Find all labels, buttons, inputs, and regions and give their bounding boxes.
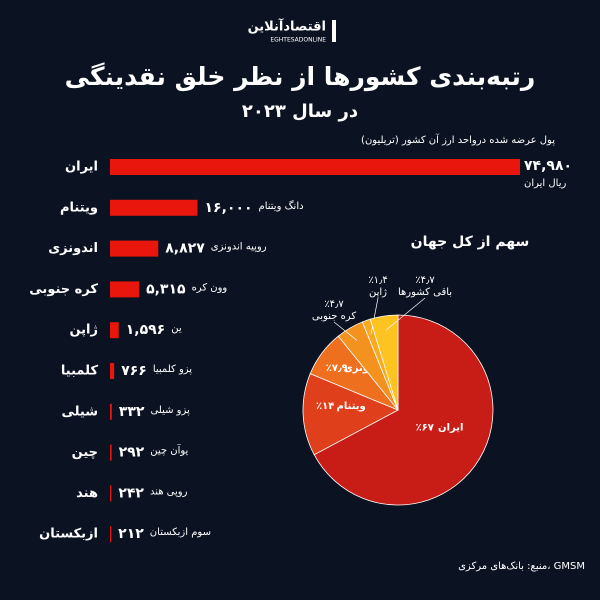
bar [110, 240, 159, 257]
slice-value: ٪۱۴ [316, 401, 334, 412]
unit-label: وون کره [192, 282, 228, 293]
slice-value: ٪۶۷ [416, 422, 434, 433]
value-label: ۷۴,۹۸۰ [524, 158, 572, 174]
bar [110, 159, 520, 175]
category-label: ویتنام [60, 200, 98, 215]
leader-line [333, 321, 358, 341]
value-label: ۵,۳۱۵ [146, 281, 186, 297]
value-label: ۲۴۲ [118, 485, 144, 501]
unit-label: سوم ازبکستان [150, 527, 211, 538]
bar [110, 322, 119, 339]
unit-label: ریال ایران [524, 178, 566, 189]
pie-title: سهم از کل جهان [411, 234, 530, 250]
value-label: ۳۳۲ [119, 404, 145, 420]
leader-line [385, 297, 426, 331]
logo-latin: EGHTESADONLINE [270, 37, 326, 44]
logo-mark [332, 20, 336, 42]
note: پول عرضه شده درواحد ارز آن کشور (تریلیون… [361, 133, 555, 146]
source: منبع: بانک‌های مرکزی، GMSM [458, 561, 585, 572]
bar [110, 444, 112, 461]
category-label: ژاپن [69, 323, 98, 338]
slice-value: ٪۴٫۷ [415, 275, 435, 286]
value-label: ۷۶۶ [121, 363, 147, 379]
unit-label: پزو شیلی [150, 405, 190, 416]
slice-name: ژاپن [369, 287, 387, 298]
slice-value: ٪۷٫۹ [326, 363, 348, 374]
bar [110, 363, 115, 379]
pie-slice [302, 373, 399, 456]
value-label: ۱۶,۰۰۰ [204, 200, 252, 216]
value-label: ۸,۸۲۷ [165, 241, 205, 257]
unit-label: دانگ ویتنام [259, 200, 304, 212]
unit-label: روپیه اندونزی [211, 242, 267, 253]
category-label: کلمبیا [61, 364, 99, 379]
bar [110, 199, 198, 216]
slice-name: ایران [438, 422, 463, 433]
bar [110, 403, 112, 420]
category-label: ازبکستان [39, 527, 98, 542]
value-label: ۲۱۲ [118, 526, 144, 542]
bar [110, 485, 112, 502]
pie-slice [313, 314, 494, 506]
subtitle: در سال ۲۰۲۳ [242, 101, 358, 122]
slice-name: باقی کشورها [398, 287, 452, 298]
title: رتبه‌بندی کشورها از نظر خلق نقدینگی [65, 62, 536, 92]
slice-name: کره جنوبی [312, 311, 356, 322]
bar [110, 526, 112, 543]
bar [110, 281, 140, 298]
slice-value: ٪۴٫۷ [324, 299, 344, 310]
category-label: شیلی [61, 404, 98, 419]
category-label: اندونزی [48, 241, 98, 256]
slice-value: ٪۱٫۴ [368, 275, 387, 286]
unit-label: پزو کلمبیا [153, 364, 192, 375]
category-label: چین [72, 445, 98, 460]
value-label: ۱,۵۹۶ [126, 322, 166, 338]
unit-label: یوآن چین [150, 444, 188, 457]
value-label: ۲۹۲ [119, 445, 145, 461]
category-label: هند [76, 486, 98, 501]
unit-label: ین [171, 323, 182, 334]
category-label: ایران [65, 160, 98, 175]
logo-text: اقتصادآنلاین [248, 18, 326, 35]
slice-name: ویتنام [337, 401, 366, 412]
unit-label: روپی هند [150, 486, 188, 497]
slice-name: اندونزی [344, 363, 382, 374]
category-label: کره جنوبی [29, 282, 98, 297]
leader-line [370, 297, 379, 334]
pie-slice [369, 314, 399, 411]
